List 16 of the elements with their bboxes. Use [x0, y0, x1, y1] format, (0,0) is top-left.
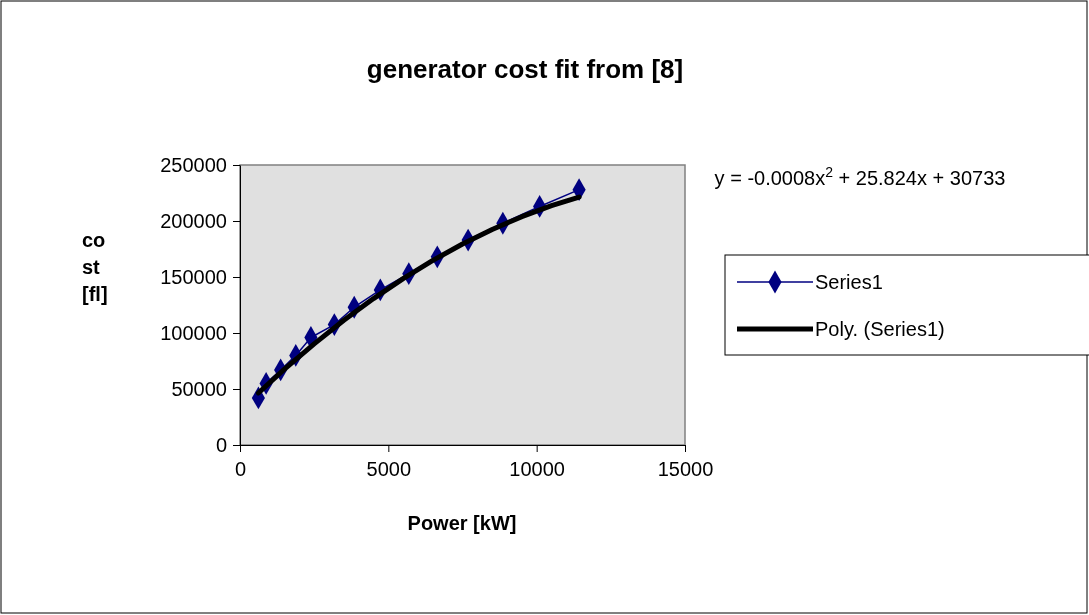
y-tick-label: 250000 — [160, 153, 227, 176]
x-tick-label: 10000 — [509, 458, 565, 481]
chart-title: generator cost fit from [8] — [366, 54, 684, 84]
x-tick-label: 0 — [234, 458, 247, 481]
y-tick-label: 0 — [215, 433, 227, 456]
legend-label: Series1 — [815, 271, 883, 293]
y-tick-label: 100000 — [160, 321, 227, 344]
text: y = -0.0008x$^{2}$ + 25.824x + 30733 — [714, 164, 1006, 189]
y-tick-label: 150000 — [160, 265, 227, 288]
x-axis-title: Power [kW] — [407, 512, 517, 534]
y-axis-title: cost [fl] — [82, 229, 108, 305]
x-tick-label: 5000 — [366, 458, 412, 481]
y-tick-label: 200000 — [160, 209, 227, 232]
x-tick-label: 15000 — [657, 458, 714, 481]
y-tick-label: 50000 — [171, 377, 227, 400]
legend-label: Poly. (Series1) — [815, 318, 945, 340]
